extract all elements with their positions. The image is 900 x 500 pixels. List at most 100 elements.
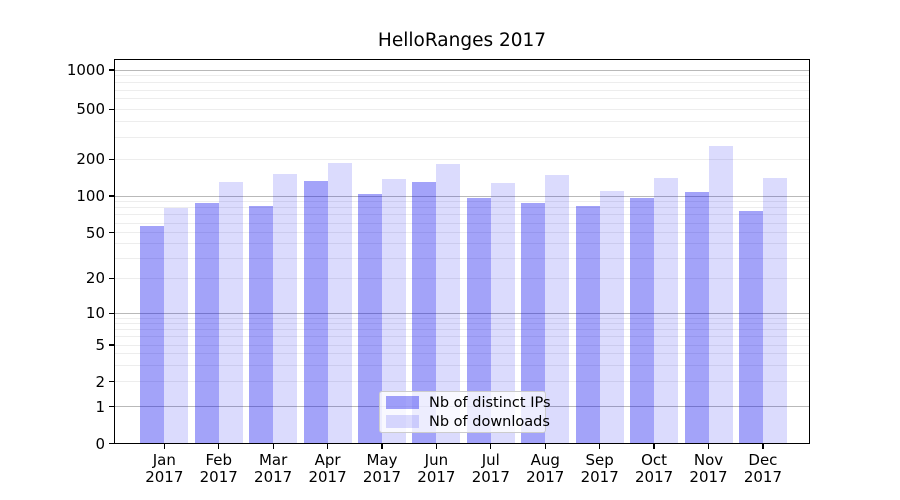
x-tick-mark [218, 444, 220, 449]
gridline [114, 243, 810, 245]
legend-label-distinct-ips: Nb of distinct IPs [429, 394, 551, 411]
chart-title: HelloRanges 2017 [377, 30, 547, 51]
bar-distinct-ips-feb [194, 202, 219, 444]
gridline [114, 195, 810, 197]
y-tick-label: 1 [95, 397, 105, 416]
gridline [114, 89, 810, 91]
y-tick-mark [109, 195, 114, 197]
gridline [114, 82, 810, 84]
x-tick-mark [272, 444, 274, 449]
bar-distinct-ips-sep [575, 205, 600, 444]
y-tick-label: 1000 [66, 61, 105, 79]
gridline [114, 201, 810, 203]
gridline [114, 108, 810, 110]
y-tick-mark [109, 232, 114, 234]
gridline [114, 329, 810, 331]
y-tick-mark [109, 406, 114, 408]
bar-distinct-ips-oct [630, 198, 655, 444]
x-tick-label: Dec 2017 [743, 451, 782, 486]
bar-downloads-apr [327, 163, 352, 444]
y-tick-mark [109, 344, 114, 346]
bar-downloads-aug [545, 174, 570, 444]
y-tick-mark [109, 442, 114, 445]
gridline [114, 336, 810, 338]
bar-distinct-ips-mar [249, 205, 274, 444]
gridline [114, 344, 810, 346]
x-tick-mark [653, 444, 655, 449]
x-tick-label: Apr 2017 [308, 451, 347, 486]
legend-swatch-distinct-ips [386, 396, 419, 409]
gridline [114, 317, 810, 319]
legend-swatch-downloads [386, 415, 419, 428]
x-tick-mark [381, 444, 383, 449]
x-tick-label: Jul 2017 [471, 451, 510, 486]
y-tick-label: 10 [85, 304, 105, 323]
gridline [114, 120, 810, 122]
y-tick-label: 5 [95, 336, 105, 354]
x-tick-mark [435, 444, 437, 449]
y-tick-label: 200 [76, 150, 105, 169]
gridline [114, 98, 810, 100]
x-tick-mark [326, 444, 329, 449]
y-tick-mark [109, 312, 114, 314]
y-tick-mark [109, 108, 114, 110]
gridline [114, 232, 810, 234]
x-tick-label: Sep 2017 [580, 451, 619, 486]
x-tick-mark [707, 444, 710, 449]
x-tick-label: Jan 2017 [145, 451, 184, 486]
x-tick-label: Jun 2017 [417, 451, 456, 486]
x-tick-mark [163, 444, 165, 449]
y-tick-label: 2 [95, 372, 105, 391]
y-tick-label: 500 [76, 100, 105, 119]
gridline [114, 136, 810, 138]
bar-downloads-dec [762, 178, 787, 444]
x-tick-mark [544, 444, 546, 449]
y-tick-mark [109, 158, 114, 160]
gridline [114, 75, 810, 77]
bar-downloads-nov [708, 145, 733, 444]
y-tick-label: 50 [85, 223, 105, 242]
x-tick-mark [599, 444, 601, 449]
y-tick-mark [109, 69, 114, 71]
x-tick-mark [762, 444, 764, 449]
y-tick-label: 20 [85, 269, 105, 288]
gridline [114, 257, 810, 259]
x-tick-label: Oct 2017 [634, 451, 674, 486]
gridline [114, 323, 810, 324]
gridline [114, 158, 810, 160]
gridline [114, 381, 810, 383]
bar-downloads-mar [273, 173, 298, 444]
legend: Nb of distinct IPs Nb of downloads [379, 391, 551, 433]
x-tick-label: Nov 2017 [689, 451, 728, 486]
gridline [114, 364, 810, 366]
y-tick-mark [109, 277, 114, 279]
bar-downloads-oct [654, 177, 679, 444]
gridline [114, 353, 810, 355]
gridline [114, 207, 810, 209]
bar-distinct-ips-jan [140, 225, 165, 444]
legend-label-downloads: Nb of downloads [429, 413, 550, 430]
x-tick-label: Aug 2017 [526, 451, 565, 486]
gridline [114, 312, 810, 314]
bar-downloads-feb [218, 181, 243, 444]
bar-downloads-jan [164, 207, 189, 444]
bar-distinct-ips-dec [738, 211, 763, 444]
x-tick-label: Mar 2017 [254, 451, 293, 486]
bar-distinct-ips-apr [303, 181, 328, 444]
y-tick-label: 0 [95, 434, 105, 453]
x-tick-label: May 2017 [362, 451, 402, 486]
x-tick-label: Feb 2017 [199, 451, 238, 486]
x-tick-mark [490, 444, 492, 449]
y-tick-label: 100 [76, 187, 105, 205]
gridline [114, 222, 810, 224]
gridline [114, 277, 810, 279]
bar-distinct-ips-may [357, 193, 382, 444]
legend-row-downloads: Nb of downloads [386, 414, 550, 430]
bar-distinct-ips-nov [684, 192, 709, 444]
legend-row-distinct-ips: Nb of distinct IPs [386, 395, 551, 411]
gridline [114, 69, 810, 71]
bar-downloads-sep [599, 190, 624, 444]
y-tick-mark [109, 381, 114, 383]
gridline [114, 214, 810, 216]
